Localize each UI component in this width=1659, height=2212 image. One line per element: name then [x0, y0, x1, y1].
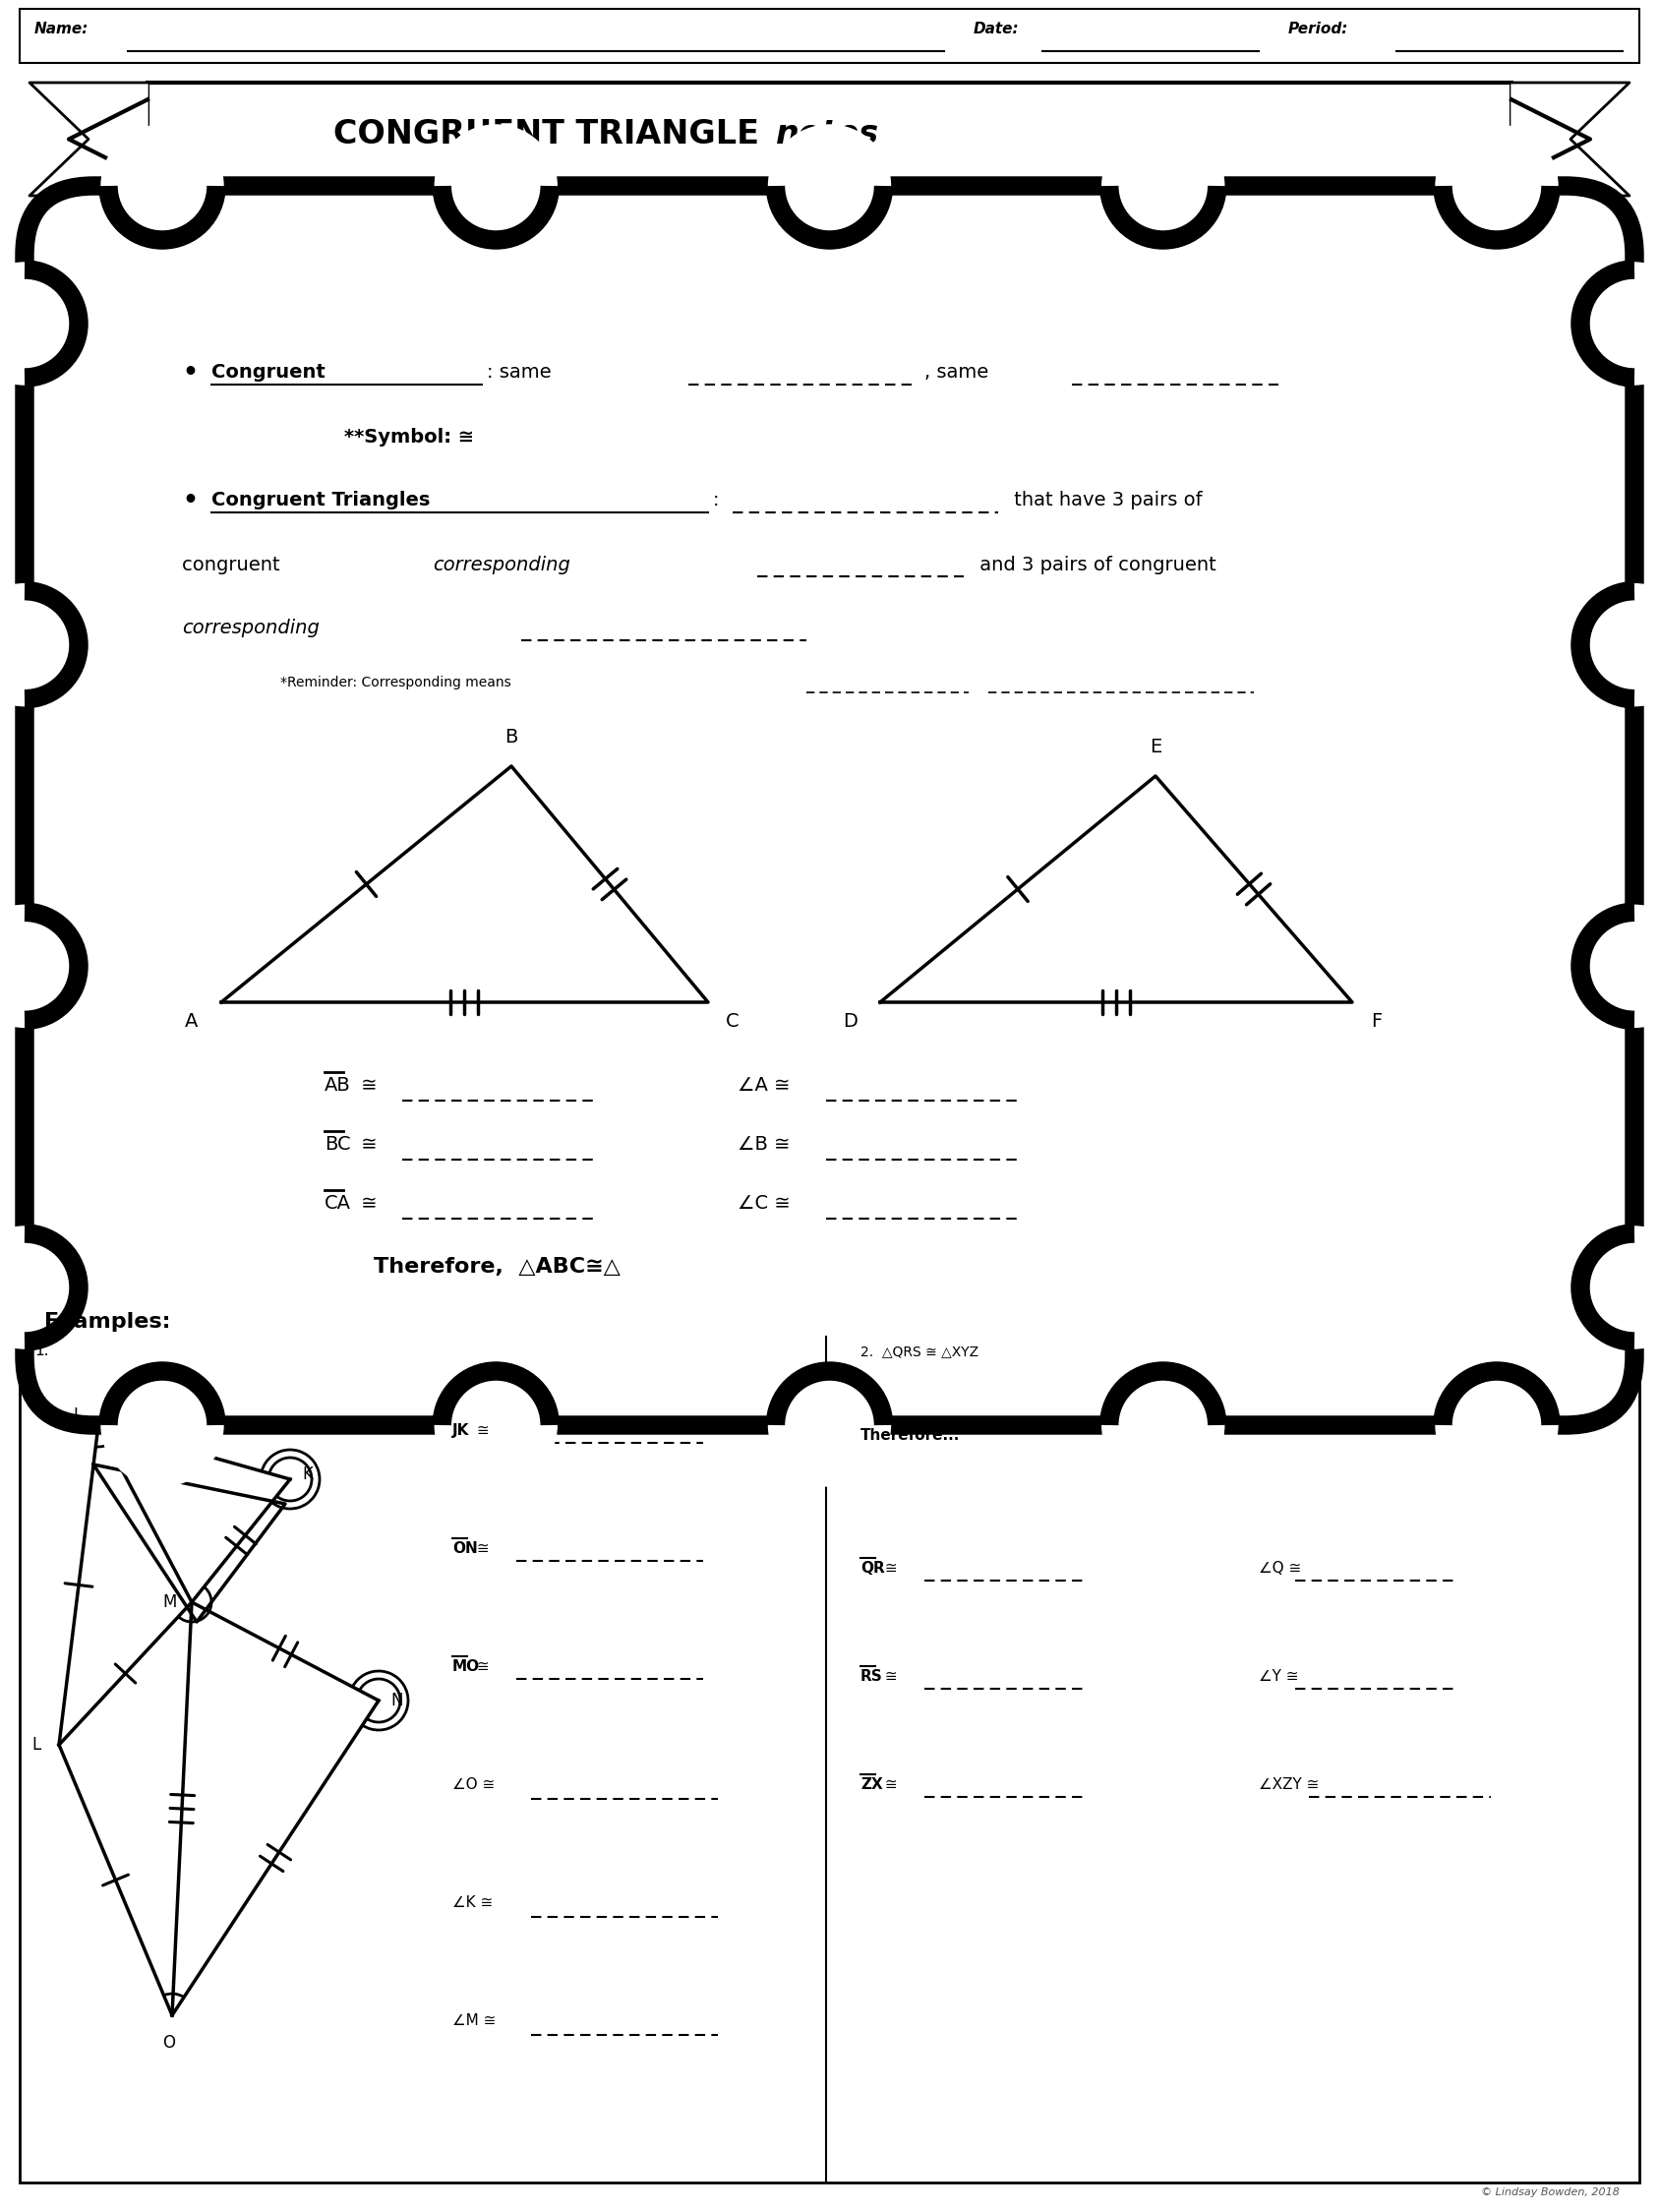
Bar [148, 82, 1511, 195]
Text: ∠A ≅: ∠A ≅ [738, 1075, 790, 1095]
Text: ∠M ≅: ∠M ≅ [453, 2013, 496, 2028]
Text: ∠Y ≅: ∠Y ≅ [1259, 1670, 1299, 1683]
Text: *Reminder: Corresponding means: *Reminder: Corresponding means [280, 675, 511, 690]
Circle shape [1435, 124, 1558, 248]
Text: :: : [713, 491, 720, 511]
Text: ∠Q ≅: ∠Q ≅ [1259, 1562, 1301, 1575]
Bar [20, 1336, 1639, 2183]
Polygon shape [30, 82, 148, 195]
Circle shape [1573, 584, 1659, 706]
Text: ∠C ≅: ∠C ≅ [738, 1194, 790, 1212]
Text: L: L [32, 1736, 40, 1754]
Text: 1.: 1. [35, 1345, 48, 1358]
Text: congruent: congruent [182, 555, 285, 573]
FancyBboxPatch shape [25, 186, 1634, 1425]
Text: E: E [1150, 737, 1161, 757]
Circle shape [0, 905, 86, 1026]
Circle shape [1573, 263, 1659, 385]
Text: JK: JK [453, 1422, 469, 1438]
Text: 2.  △QRS ≅ △XYZ: 2. △QRS ≅ △XYZ [861, 1345, 979, 1358]
Text: BC: BC [325, 1135, 350, 1155]
Text: Therefore...: Therefore... [861, 1427, 961, 1442]
Text: AB: AB [325, 1075, 350, 1095]
Text: MO: MO [453, 1659, 479, 1674]
Circle shape [768, 124, 891, 248]
Text: M: M [163, 1593, 176, 1610]
Text: Name:: Name: [35, 22, 90, 38]
Text: Examples:: Examples: [45, 1312, 171, 1332]
Text: **Symbol: ≅: **Symbol: ≅ [343, 427, 474, 447]
Text: ∠O ≅: ∠O ≅ [453, 1776, 494, 1792]
Text: A: A [186, 1013, 199, 1031]
Text: ∠XZY ≅: ∠XZY ≅ [1259, 1776, 1319, 1792]
Text: corresponding: corresponding [182, 619, 320, 637]
Text: ON: ON [453, 1542, 478, 1555]
Circle shape [0, 584, 86, 706]
Text: F: F [1372, 1013, 1382, 1031]
Circle shape [1102, 1365, 1224, 1486]
Text: ZX: ZX [861, 1776, 883, 1792]
Text: ∠K ≅: ∠K ≅ [453, 1896, 493, 1909]
Circle shape [768, 1365, 891, 1486]
Text: ≅: ≅ [473, 1422, 489, 1438]
Text: CONGRUENT TRIANGLE: CONGRUENT TRIANGLE [333, 117, 770, 150]
Text: ∠B ≅: ∠B ≅ [738, 1135, 790, 1155]
Circle shape [0, 1225, 86, 1349]
Circle shape [1573, 905, 1659, 1026]
Text: O: O [163, 2035, 176, 2053]
Polygon shape [1394, 195, 1511, 234]
Circle shape [435, 1365, 557, 1486]
Circle shape [1102, 124, 1224, 248]
Text: Period:: Period: [1289, 22, 1349, 38]
Text: ≅: ≅ [355, 1075, 377, 1095]
Text: K: K [302, 1467, 312, 1484]
Text: C: C [727, 1013, 740, 1031]
Text: CA: CA [325, 1194, 352, 1212]
Bar [20, 9, 1639, 62]
Text: J: J [73, 1407, 78, 1425]
Text: : same: : same [486, 363, 551, 383]
Text: ≅: ≅ [355, 1194, 377, 1212]
Text: B: B [504, 728, 518, 745]
Text: •: • [182, 361, 197, 385]
Text: ≅: ≅ [355, 1135, 377, 1155]
Text: QR: QR [861, 1562, 884, 1575]
Text: Therefore,  △ABC≅△: Therefore, △ABC≅△ [373, 1256, 620, 1276]
Text: notes: notes [775, 117, 879, 150]
Circle shape [435, 124, 557, 248]
Text: D: D [843, 1013, 858, 1031]
Circle shape [1435, 1365, 1558, 1486]
Circle shape [101, 124, 224, 248]
Text: Congruent Triangles: Congruent Triangles [211, 491, 430, 511]
Text: ≅: ≅ [881, 1562, 898, 1575]
Text: •: • [182, 489, 197, 513]
Text: ≅: ≅ [473, 1659, 489, 1674]
Text: N: N [390, 1692, 403, 1710]
Text: RS: RS [861, 1670, 883, 1683]
Circle shape [1573, 1225, 1659, 1349]
Text: ≅: ≅ [881, 1670, 898, 1683]
Polygon shape [1511, 82, 1629, 195]
Circle shape [101, 1365, 224, 1486]
Text: , same: , same [924, 363, 989, 383]
Text: © Lindsay Bowden, 2018: © Lindsay Bowden, 2018 [1481, 2188, 1619, 2197]
Text: ≅: ≅ [881, 1776, 898, 1792]
Text: ≅: ≅ [473, 1542, 489, 1555]
Text: Congruent: Congruent [211, 363, 325, 383]
Text: and 3 pairs of congruent: and 3 pairs of congruent [974, 555, 1216, 573]
Text: Date:: Date: [974, 22, 1019, 38]
Polygon shape [148, 195, 265, 234]
Text: that have 3 pairs of: that have 3 pairs of [1009, 491, 1203, 511]
Text: corresponding: corresponding [433, 555, 571, 573]
Circle shape [0, 263, 86, 385]
